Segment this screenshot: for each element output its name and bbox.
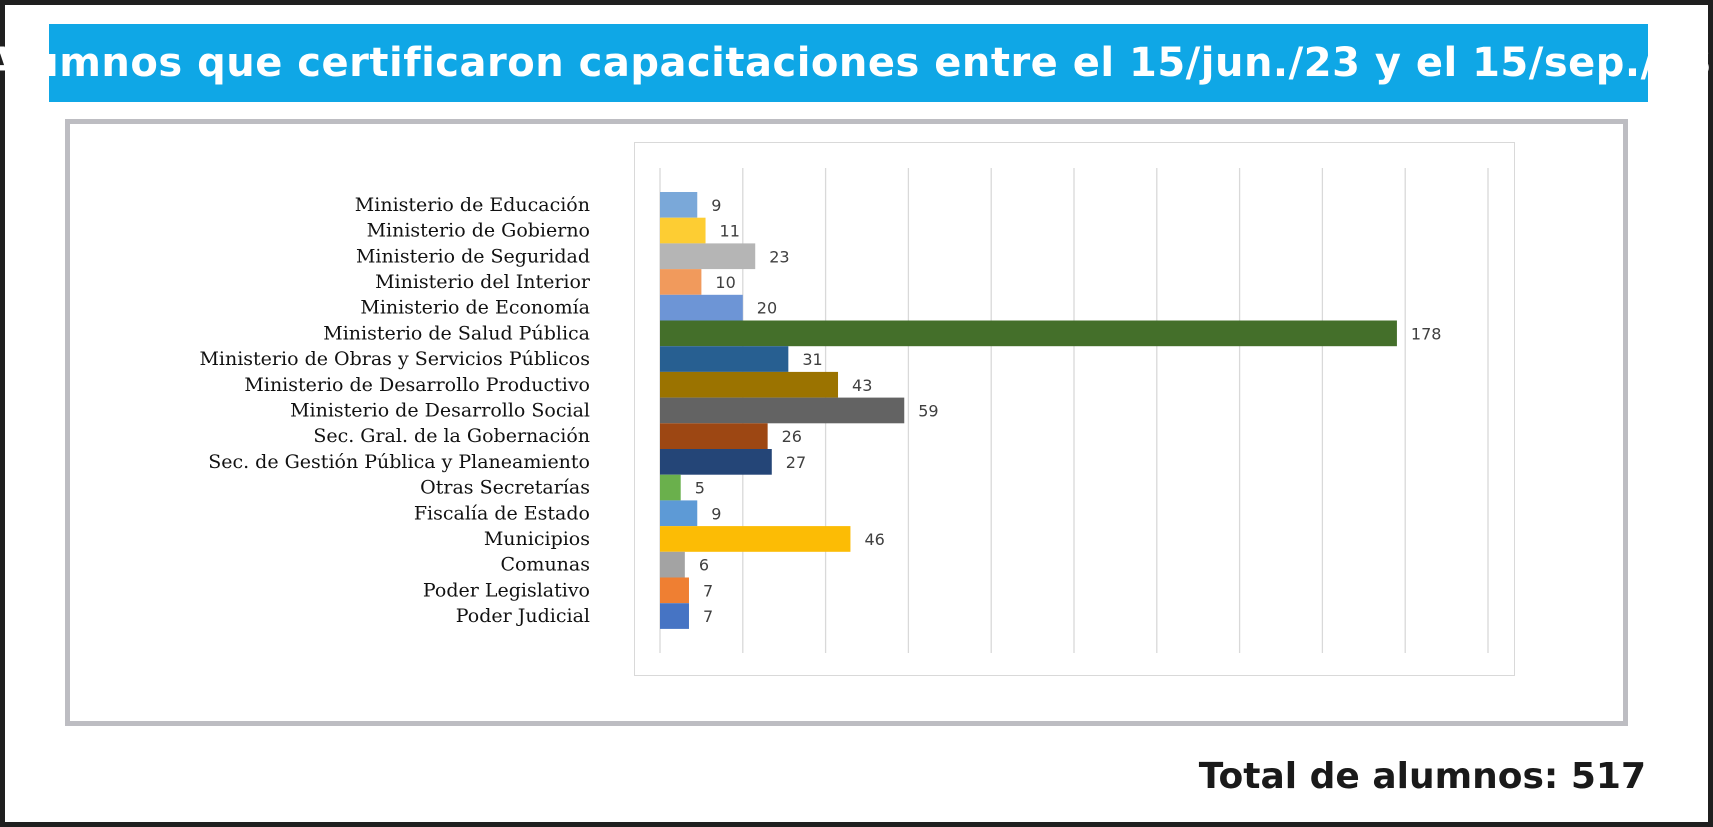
- value-label: 23: [769, 247, 789, 266]
- value-label: 10: [715, 273, 735, 292]
- value-label: 9: [711, 196, 721, 215]
- category-label: Ministerio de Obras y Servicios Públicos: [199, 348, 590, 370]
- category-label: Poder Judicial: [456, 605, 590, 627]
- value-label: 59: [918, 401, 938, 420]
- value-label: 46: [864, 530, 884, 549]
- value-label: 11: [720, 222, 740, 241]
- category-label: Ministerio de Desarrollo Productivo: [244, 374, 590, 396]
- bar: [660, 449, 772, 475]
- bar: [660, 500, 698, 527]
- value-label: 26: [782, 427, 802, 446]
- bar: [660, 423, 768, 449]
- bar: [660, 269, 702, 295]
- title-banner: Alumnos que certificaron capacitaciones …: [0, 24, 1712, 102]
- category-label: Ministerio de Gobierno: [367, 220, 590, 242]
- value-label: 9: [711, 504, 721, 523]
- value-label: 7: [703, 607, 713, 626]
- bar: [660, 320, 1397, 347]
- category-label: Fiscalía de Estado: [414, 502, 590, 524]
- category-label: Ministerio de Salud Pública: [323, 322, 590, 344]
- category-label: Ministerio de Desarrollo Social: [290, 399, 590, 421]
- chart-title: Alumnos que certificaron capacitaciones …: [0, 40, 1713, 86]
- value-label: 27: [786, 453, 806, 472]
- category-label: Otras Secretarías: [420, 477, 590, 499]
- category-label: Comunas: [500, 554, 590, 576]
- value-label: 5: [695, 479, 705, 498]
- category-label: Ministerio de Seguridad: [356, 245, 590, 267]
- bar: [660, 192, 698, 218]
- bar: [660, 551, 685, 578]
- category-label: Sec. de Gestión Pública y Planeamiento: [208, 451, 590, 473]
- bar: [660, 243, 756, 270]
- category-label: Poder Legislativo: [423, 579, 590, 601]
- value-label: 7: [703, 581, 713, 600]
- category-label: Ministerio del Interior: [375, 271, 591, 293]
- value-label: 43: [852, 376, 872, 395]
- value-label: 178: [1411, 324, 1442, 343]
- category-label: Sec. Gral. de la Gobernación: [313, 425, 590, 447]
- category-label: Ministerio de Economía: [360, 297, 590, 319]
- bar: [660, 603, 689, 629]
- total-students: Total de alumnos: 517: [1198, 756, 1646, 797]
- bar: [660, 474, 681, 501]
- bar: [660, 577, 689, 604]
- bar: [660, 346, 789, 372]
- bar: [660, 217, 706, 244]
- category-label: Municipios: [484, 528, 590, 550]
- value-label: 6: [699, 556, 709, 575]
- value-label: 20: [757, 299, 777, 318]
- value-label: 31: [802, 350, 822, 369]
- bar: [660, 371, 839, 398]
- bar: [660, 294, 743, 321]
- bar: [660, 397, 905, 424]
- bar: [660, 526, 851, 552]
- category-label: Ministerio de Educación: [355, 194, 590, 216]
